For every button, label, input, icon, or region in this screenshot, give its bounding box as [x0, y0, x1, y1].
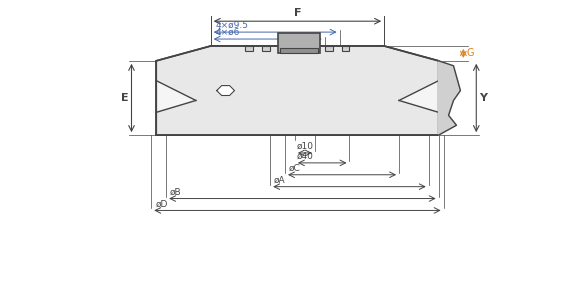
Polygon shape — [217, 85, 234, 95]
Text: 4×ø6: 4×ø6 — [216, 28, 240, 37]
Polygon shape — [438, 61, 461, 135]
Polygon shape — [156, 46, 438, 135]
Text: F: F — [294, 8, 301, 18]
Bar — [325, 46, 333, 51]
Bar — [245, 46, 254, 51]
Text: øD: øD — [155, 200, 168, 208]
Text: G: G — [466, 48, 474, 59]
Bar — [262, 46, 270, 51]
Text: Y: Y — [479, 93, 487, 103]
Text: øC: øC — [289, 164, 301, 173]
Text: 4×ø9.5: 4×ø9.5 — [216, 21, 249, 30]
Text: ø10: ø10 — [297, 142, 314, 151]
Bar — [280, 48, 318, 53]
Bar — [342, 46, 349, 51]
Text: øA: øA — [274, 176, 286, 185]
FancyBboxPatch shape — [278, 33, 319, 53]
Text: øB: øB — [170, 188, 182, 196]
Polygon shape — [399, 61, 438, 135]
Text: ø40: ø40 — [297, 152, 314, 161]
Text: E: E — [121, 93, 128, 103]
Polygon shape — [156, 61, 196, 135]
